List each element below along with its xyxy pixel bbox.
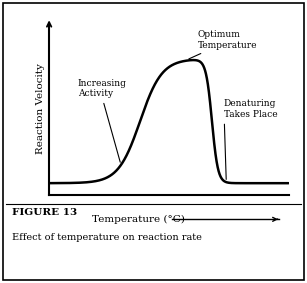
Text: Temperature (°C): Temperature (°C) [92, 215, 185, 224]
Text: FIGURE 13: FIGURE 13 [12, 208, 77, 217]
Text: Increasing
Activity: Increasing Activity [78, 79, 127, 162]
Text: Denaturing
Takes Place: Denaturing Takes Place [224, 99, 278, 179]
Text: Optimum
Temperature: Optimum Temperature [189, 30, 257, 59]
Text: Effect of temperature on reaction rate: Effect of temperature on reaction rate [12, 233, 202, 243]
Y-axis label: Reaction Velocity: Reaction Velocity [36, 63, 45, 155]
